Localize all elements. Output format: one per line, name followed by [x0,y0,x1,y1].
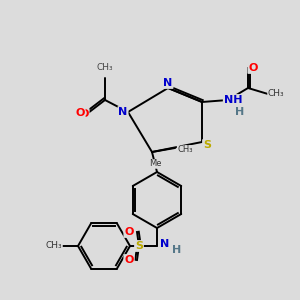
Text: H: H [236,107,244,117]
Text: N: N [160,239,169,249]
Text: O: O [103,70,107,74]
Text: CH₃: CH₃ [268,89,284,98]
Text: CH₃: CH₃ [97,65,113,74]
Text: S: S [203,140,211,150]
Text: Me: Me [149,160,161,169]
Text: O: O [124,227,134,237]
Text: O: O [79,109,89,119]
Text: O: O [124,255,134,265]
Text: O: O [75,108,85,118]
Text: CH₃: CH₃ [46,242,62,250]
Text: H: H [172,245,182,255]
Text: O: O [248,63,258,73]
Text: O: O [78,108,88,118]
Text: CH₃: CH₃ [97,64,113,73]
Text: N: N [164,78,172,88]
Text: NH: NH [224,95,242,105]
Text: CH₃: CH₃ [177,146,193,154]
Text: S: S [135,241,143,251]
Text: N: N [118,107,127,117]
